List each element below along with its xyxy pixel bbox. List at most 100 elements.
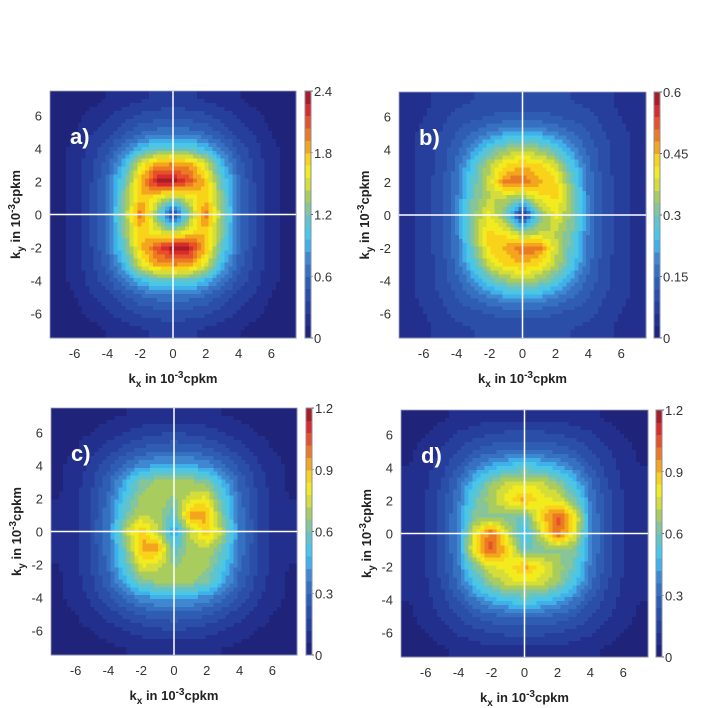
heatmap-cell xyxy=(244,114,249,120)
heatmap-cell xyxy=(216,146,222,152)
heatmap-cell xyxy=(288,254,293,259)
heatmap-cell xyxy=(542,92,547,97)
heatmap-cell xyxy=(149,298,154,303)
heatmap-cell xyxy=(232,91,238,96)
heatmap-cell xyxy=(69,250,75,255)
heatmap-cell xyxy=(220,330,226,335)
heatmap-cell xyxy=(236,302,242,307)
heatmap-cell xyxy=(610,147,615,153)
heatmap-cell xyxy=(244,290,249,295)
heatmap-cell xyxy=(141,310,146,315)
heatmap-cell xyxy=(558,155,563,161)
heatmap-cell xyxy=(586,115,591,121)
heatmap-cell xyxy=(626,99,631,105)
heatmap-cell xyxy=(145,266,150,271)
heatmap-cell xyxy=(125,94,130,100)
heatmap-cell xyxy=(642,143,647,149)
heatmap-cell xyxy=(574,127,579,133)
heatmap-cell xyxy=(244,238,249,243)
heatmap-cell xyxy=(220,98,226,104)
heatmap-cell xyxy=(232,158,238,164)
heatmap-cell xyxy=(200,230,206,236)
heatmap-cell xyxy=(208,278,214,283)
heatmap-cell xyxy=(129,286,134,291)
heatmap-cell xyxy=(53,194,59,200)
heatmap-cell xyxy=(165,210,170,216)
heatmap-cell xyxy=(109,102,115,108)
heatmap-cell xyxy=(165,286,170,291)
heatmap-cell xyxy=(129,214,134,220)
heatmap-cell xyxy=(594,155,599,161)
heatmap-cell xyxy=(288,110,293,116)
heatmap-cell xyxy=(176,290,182,295)
heatmap-cell xyxy=(137,186,142,192)
heatmap-cell xyxy=(192,302,198,307)
heatmap-cell xyxy=(224,270,230,275)
heatmap-cell xyxy=(188,102,194,108)
heatmap-cell xyxy=(216,282,222,287)
heatmap-cell xyxy=(200,214,206,220)
heatmap-cell xyxy=(81,126,87,132)
heatmap-cell xyxy=(236,98,242,104)
heatmap-cell xyxy=(502,92,508,97)
heatmap-cell xyxy=(272,334,277,339)
heatmap-cell xyxy=(260,290,265,295)
heatmap-cell xyxy=(240,278,246,283)
heatmap-cell xyxy=(105,262,111,267)
heatmap-cell xyxy=(153,230,158,236)
heatmap-cell xyxy=(145,142,150,148)
heatmap-cell xyxy=(117,178,123,184)
heatmap-cell xyxy=(228,286,234,291)
heatmap-cell xyxy=(518,151,524,157)
heatmap-cell xyxy=(184,182,190,188)
heatmap-cell xyxy=(137,182,142,188)
heatmap-cell xyxy=(85,166,91,172)
heatmap-cell xyxy=(236,158,242,164)
heatmap-cell xyxy=(248,234,253,239)
heatmap-cell xyxy=(53,170,59,176)
heatmap-cell xyxy=(446,139,452,145)
heatmap-cell xyxy=(248,146,253,152)
heatmap-cell xyxy=(153,262,158,267)
heatmap-cell xyxy=(248,182,253,188)
heatmap-cell xyxy=(232,218,238,224)
heatmap-cell xyxy=(161,274,166,279)
heatmap-cell xyxy=(137,102,142,108)
heatmap-cell xyxy=(57,130,63,136)
heatmap-cell xyxy=(61,182,67,188)
heatmap-cell xyxy=(129,250,134,255)
heatmap-cell xyxy=(61,310,67,315)
heatmap-cell xyxy=(121,218,126,224)
heatmap-cell xyxy=(184,170,190,176)
heatmap-cell xyxy=(634,135,639,141)
heatmap-cell xyxy=(89,118,95,124)
heatmap-cell xyxy=(244,178,249,184)
heatmap-cell xyxy=(57,310,63,315)
heatmap-cell xyxy=(113,310,119,315)
heatmap-cell xyxy=(566,111,571,117)
heatmap-cell xyxy=(594,119,599,125)
heatmap-cell xyxy=(173,106,178,112)
heatmap-cell xyxy=(292,326,297,331)
heatmap-cell xyxy=(117,114,123,120)
heatmap-cell xyxy=(121,250,126,255)
heatmap-cell xyxy=(61,274,67,279)
heatmap-cell xyxy=(264,258,269,263)
heatmap-cell xyxy=(216,278,222,283)
heatmap-cell xyxy=(188,206,194,212)
heatmap-cell xyxy=(602,92,607,97)
heatmap-cell xyxy=(192,258,198,263)
heatmap-cell xyxy=(220,114,226,120)
heatmap-cell xyxy=(145,282,150,287)
heatmap-cell xyxy=(169,166,174,172)
heatmap-cell xyxy=(89,138,95,144)
heatmap-cell xyxy=(204,294,210,299)
heatmap-cell xyxy=(188,130,194,136)
heatmap-cell xyxy=(153,130,158,136)
heatmap-cell xyxy=(610,92,615,97)
heatmap-cell xyxy=(176,134,182,140)
heatmap-cell xyxy=(73,282,79,287)
heatmap-cell xyxy=(117,314,123,319)
heatmap-cell xyxy=(486,99,492,105)
heatmap-cell xyxy=(184,226,190,232)
